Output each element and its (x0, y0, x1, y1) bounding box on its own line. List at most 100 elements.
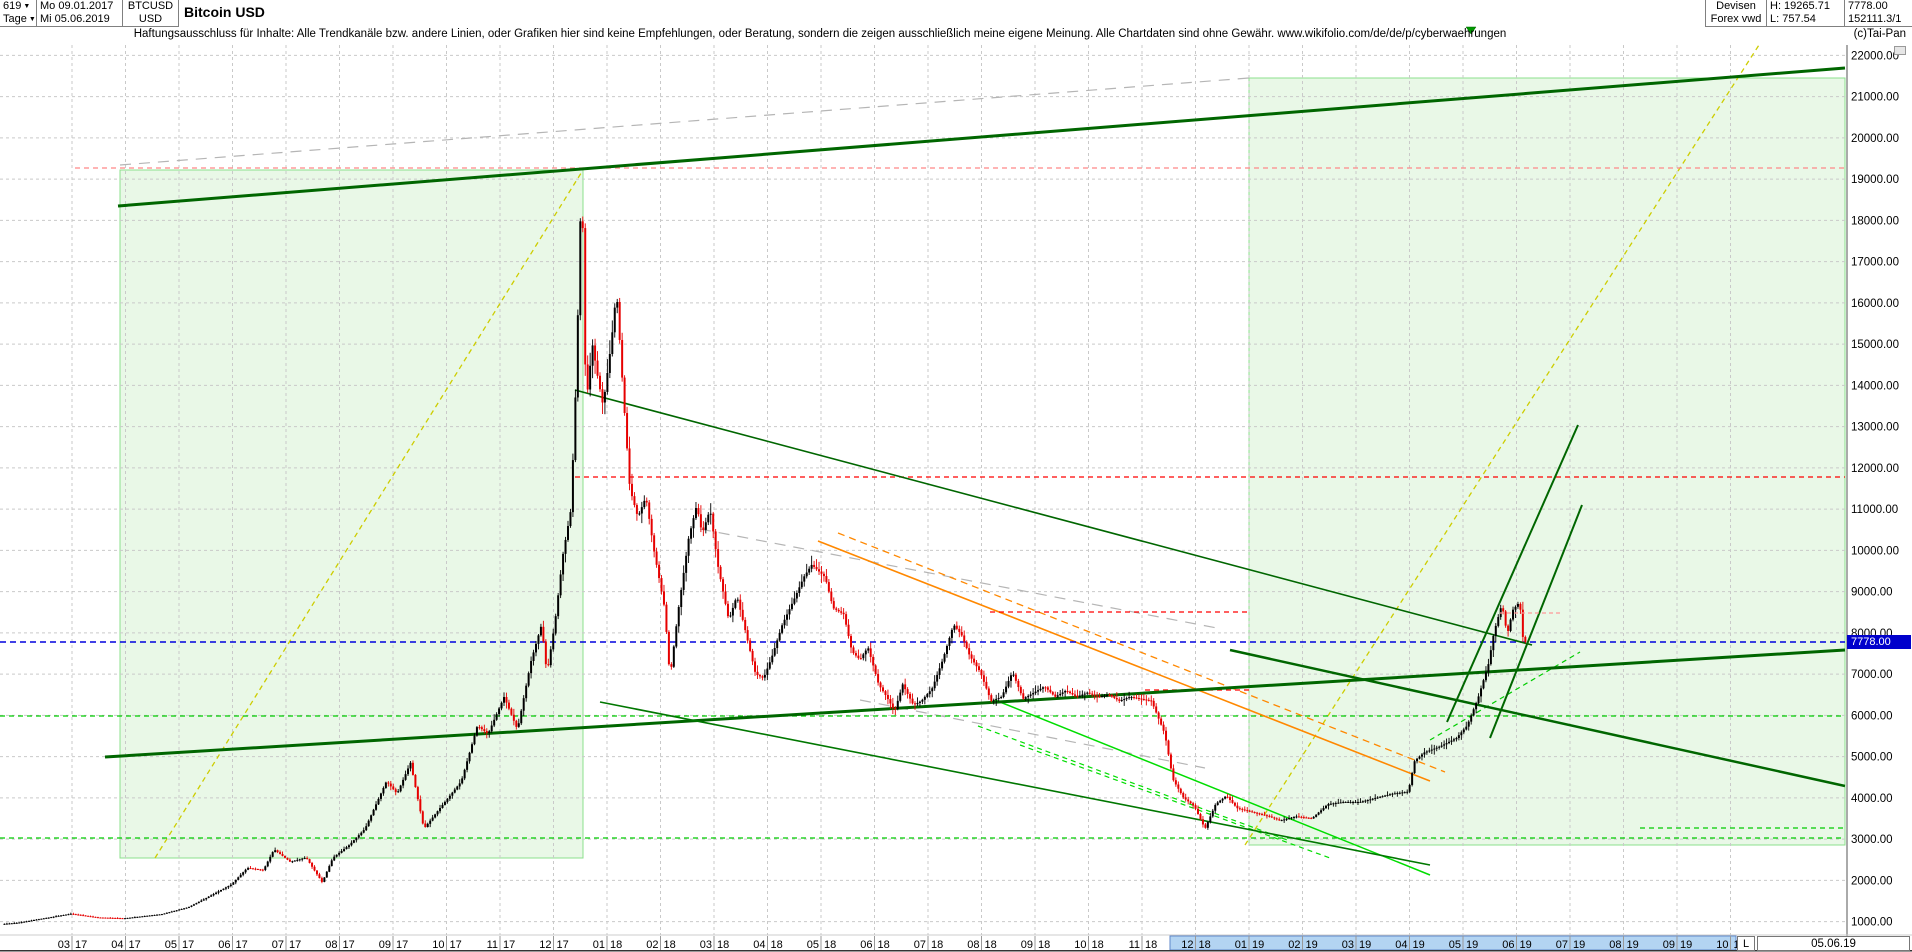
periods-dropdown[interactable]: 619 ▼ (0, 0, 37, 14)
y-tick-label: 2000.00 (1851, 875, 1893, 887)
y-tick-label: 9000.00 (1851, 587, 1893, 599)
x-tick-label: 18 (664, 939, 676, 951)
time-axis-highlight-band (1169, 935, 1737, 951)
y-tick-label: 14000.00 (1851, 380, 1899, 392)
x-tick-label: 17 (182, 939, 194, 951)
y-tick-label: 17000.00 (1851, 257, 1899, 269)
x-tick-label: 05 (1449, 939, 1461, 951)
x-tick-label: 02 (646, 939, 658, 951)
x-tick-label: 18 (824, 939, 836, 951)
y-tick-label: 6000.00 (1851, 710, 1893, 722)
symbol-label: BTCUSD (123, 0, 179, 14)
x-tick-label: 18 (610, 939, 622, 951)
timeframe-value: Tage (3, 13, 27, 25)
y-tick-label: 15000.00 (1851, 339, 1899, 351)
x-tick-label: 09 (1021, 939, 1033, 951)
x-tick-label: 18 (1199, 939, 1211, 951)
x-tick-label: 19 (1252, 939, 1264, 951)
x-tick-label: 08 (967, 939, 979, 951)
copyright-label: (c)Tai-Pan (1853, 28, 1906, 40)
x-tick-label: 18 (1092, 939, 1104, 951)
dropdown-arrow-icon: ▼ (28, 16, 36, 23)
x-tick-label: 17 (129, 939, 141, 951)
x-tick-label: 01 (593, 939, 605, 951)
periods-value: 619 (3, 0, 22, 12)
last-price-label: 7778.00 (1845, 0, 1912, 14)
trendlines-back (0, 44, 1846, 876)
y-tick-label: 20000.00 (1851, 133, 1899, 145)
x-tick-label: 18 (771, 939, 783, 951)
y-tick-label: 22000.00 (1851, 50, 1899, 62)
time-axis[interactable]: 03 17 04 17 05 17 06 17 07 17 08 17 09 17 10 17 11 17 12 17… (0, 934, 1912, 952)
x-tick-label: 08 (325, 939, 337, 951)
x-tick-label: 01 (1235, 939, 1247, 951)
dropdown-arrow-icon: ▼ (23, 3, 31, 10)
x-tick-label: 09 (379, 939, 391, 951)
y-tick-label: 7000.00 (1851, 669, 1893, 681)
projection-boxes (119, 77, 1846, 859)
x-tick-label: 19 (1413, 939, 1425, 951)
y-tick-label: 12000.00 (1851, 463, 1899, 475)
x-tick-label: 09 (1663, 939, 1675, 951)
x-tick-label: 18 (1145, 939, 1157, 951)
session-low-label: L: 757.54 (1767, 13, 1845, 27)
x-tick-label: 06 (218, 939, 230, 951)
x-tick-label: 17 (75, 939, 87, 951)
x-tick-label: 18 (1038, 939, 1050, 951)
status-left-marker: L (1737, 936, 1755, 951)
x-tick-label: 17 (343, 939, 355, 951)
gridlines (0, 45, 1845, 935)
x-tick-label: 17 (396, 939, 408, 951)
x-tick-label: 04 (111, 939, 123, 951)
x-tick-label: 10 (432, 939, 444, 951)
volume-label: 152111.3/1 (1845, 13, 1912, 27)
x-tick-label: 19 (1680, 939, 1692, 951)
x-tick-label: 18 (717, 939, 729, 951)
date-to-field[interactable]: Mi 05.06.2019 (37, 13, 123, 27)
date-from-field[interactable]: Mo 09.01.2017 (37, 0, 123, 14)
y-tick-label: 11000.00 (1851, 504, 1898, 516)
x-tick-label: 19 (1573, 939, 1585, 951)
marker-triangle-icon (1465, 26, 1477, 35)
currency-label: USD (123, 13, 179, 27)
x-tick-label: 19 (1466, 939, 1478, 951)
chart-title: Bitcoin USD (184, 4, 265, 20)
x-tick-label: 11 (487, 939, 498, 951)
y-tick-label: 5000.00 (1851, 752, 1893, 764)
x-tick-label: 07 (914, 939, 926, 951)
feed-label: Forex vwd (1705, 13, 1767, 27)
x-tick-label: 10 (1716, 939, 1728, 951)
x-tick-label: 18 (878, 939, 890, 951)
x-tick-label: 03 (58, 939, 70, 951)
timeframe-dropdown[interactable]: Tage ▼ (0, 13, 37, 27)
y-tick-label: 19000.00 (1851, 174, 1899, 186)
session-high-label: H: 19265.71 (1767, 0, 1845, 14)
x-tick-label: 06 (1502, 939, 1514, 951)
x-tick-label: 07 (1556, 939, 1568, 951)
y-tick-label: 1000.00 (1851, 917, 1893, 929)
axis-mini-button[interactable] (1894, 46, 1906, 55)
x-tick-label: 19 (1359, 939, 1371, 951)
y-tick-label: 16000.00 (1851, 298, 1899, 310)
y-tick-label: 4000.00 (1851, 793, 1893, 805)
current-price-chip: 7778.00 (1847, 635, 1911, 649)
market-label: Devisen (1705, 0, 1767, 14)
price-axis[interactable]: 1000.00 2000.00 3000.00 4000.00 5000.00 6000.… (1846, 45, 1899, 951)
x-tick-label: 17 (236, 939, 248, 951)
y-tick-label: 13000.00 (1851, 422, 1899, 434)
x-tick-label: 05 (807, 939, 819, 951)
x-tick-label: 12 (539, 939, 551, 951)
x-tick-label: 02 (1288, 939, 1300, 951)
x-tick-label: 04 (753, 939, 765, 951)
x-tick-label: 06 (860, 939, 872, 951)
x-tick-label: 03 (1342, 939, 1354, 951)
x-tick-label: 03 (700, 939, 712, 951)
x-tick-label: 08 (1609, 939, 1621, 951)
x-tick-label: 10 (1074, 939, 1086, 951)
y-tick-label: 21000.00 (1851, 92, 1899, 104)
status-current-date: 05.06.19 (1757, 936, 1910, 951)
x-tick-label: 05 (165, 939, 177, 951)
y-tick-label: 10000.00 (1851, 545, 1899, 557)
